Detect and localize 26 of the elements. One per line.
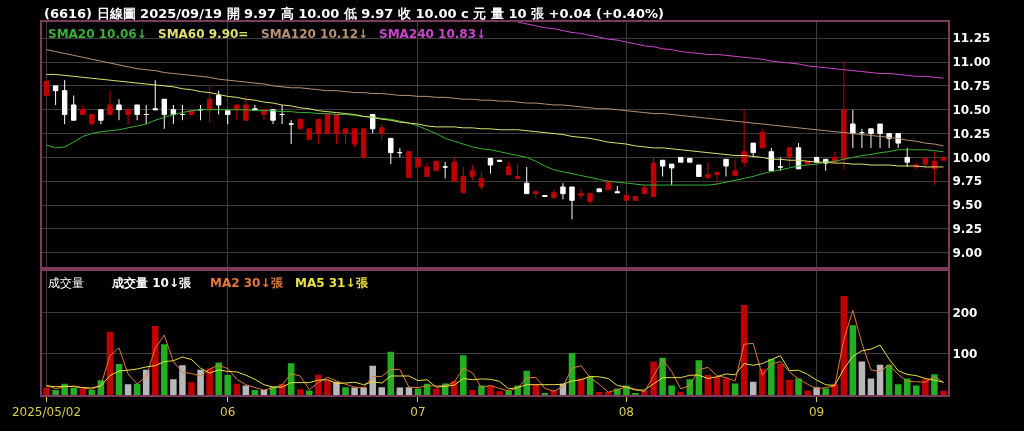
y-tick-label: 100 bbox=[952, 346, 978, 361]
text: MA2 30↓張 bbox=[210, 276, 284, 290]
y-tick-label: 11.00 bbox=[952, 55, 991, 70]
x-tick-label: 2025/05/02 bbox=[11, 405, 82, 420]
text: SMA60 9.90= bbox=[158, 27, 249, 41]
text: SMA20 10.06↓ bbox=[48, 27, 147, 41]
y-tick-label: 9.50 bbox=[952, 198, 983, 213]
x-tick-label: 09 bbox=[808, 405, 825, 420]
y-tick-label: 10.25 bbox=[952, 126, 991, 141]
y-tick-label: 10.75 bbox=[952, 79, 991, 94]
chart-title: 成交量 bbox=[48, 276, 84, 290]
y-tick-label: 9.75 bbox=[952, 174, 983, 189]
text: SMA120 10.12↓ bbox=[261, 27, 369, 41]
y-tick-label: 9.25 bbox=[952, 222, 983, 237]
chart-title: (6616) 日線圖 2025/09/19 開 9.97 高 10.00 低 9.97 收 10.00 c 元 量 10 張 +0.04 (+0.40%) bbox=[44, 6, 664, 21]
x-tick-label: 06 bbox=[220, 405, 236, 420]
y-tick-label: 200 bbox=[952, 305, 978, 320]
text: SMA240 10.83↓ bbox=[379, 27, 487, 41]
text: MA5 31↓張 bbox=[295, 276, 369, 290]
y-tick-label: 10.50 bbox=[952, 102, 991, 117]
annotation: 成交量 10↓張 bbox=[111, 276, 192, 290]
x-tick-label: 07 bbox=[410, 405, 426, 420]
y-tick-label: 11.25 bbox=[952, 31, 991, 46]
x-tick-label: 08 bbox=[618, 405, 635, 420]
y-tick-label: 10.00 bbox=[952, 150, 991, 165]
y-tick-label: 9.00 bbox=[952, 245, 983, 260]
